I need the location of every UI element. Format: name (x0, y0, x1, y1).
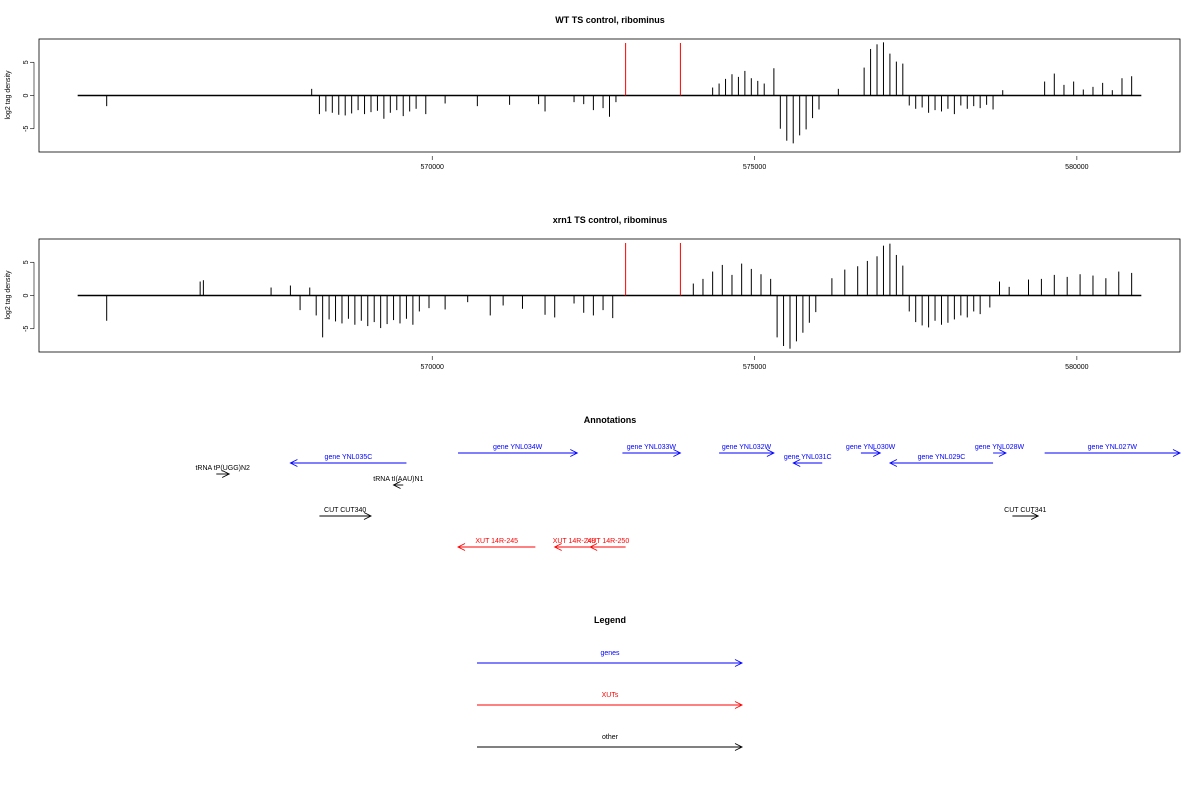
feature-arrow: gene YNL030W (846, 444, 896, 457)
feature-label: gene YNL029C (918, 454, 966, 461)
arrow-head (289, 459, 298, 467)
boundary-markers (625, 243, 681, 296)
feature-arrow: CUT CUT341 (1004, 507, 1047, 520)
arrow-head (570, 449, 579, 457)
coverage-bars (77, 243, 1142, 349)
arrow-head (553, 543, 562, 551)
feature-arrow: XUT 14R-245 (457, 538, 536, 551)
feature-arrow: gene YNL029C (888, 454, 994, 467)
plot-frame (38, 38, 1181, 153)
legend-arrow-head (734, 701, 744, 709)
y-axis: -5 0 5 (23, 260, 35, 332)
feature-label: gene YNL031C (784, 454, 832, 461)
arrow-head (998, 449, 1007, 457)
feature-label: gene YNL035C (325, 454, 373, 461)
arrow-head (792, 459, 801, 467)
legend-label: XUTs (602, 692, 619, 699)
boundary-markers (625, 43, 681, 96)
arrow-head (888, 459, 898, 467)
arrow-head (457, 543, 466, 551)
legend: Legend genes XUTs other (477, 615, 744, 751)
y-axis-label: log2 tag density (5, 270, 12, 320)
feature-arrow: tRNA tP(UGG)N2 (195, 465, 250, 478)
arrow-head (673, 449, 682, 457)
x-axis: 570000 575000 580000 (421, 156, 1089, 171)
feature-label: gene YNL034W (493, 444, 543, 451)
feature-arrow: XUT 14R-248 (553, 538, 596, 551)
xrn1-coverage-panel: xrn1 TS control, ribominus log2 tag dens… (5, 215, 1181, 371)
y-tick-label: 0 (23, 93, 30, 97)
x-tick-label: 580000 (1065, 364, 1088, 371)
feature-label: gene YNL032W (722, 444, 772, 451)
feature-label: CUT CUT340 (324, 507, 366, 514)
arrow-head (221, 470, 231, 478)
x-tick-label: 575000 (743, 364, 766, 371)
y-tick-label: 5 (23, 260, 30, 264)
legend-items: genes XUTs other (477, 650, 744, 751)
feature-label: gene YNL033W (627, 444, 677, 451)
legend-label: other (602, 734, 619, 741)
arrow-head (873, 449, 882, 457)
feature-arrow: gene YNL035C (289, 454, 407, 467)
y-axis-label: log2 tag density (5, 70, 12, 120)
panel-title: xrn1 TS control, ribominus (553, 215, 668, 225)
y-tick-label: -5 (23, 126, 30, 132)
feature-label: XUT 14R-245 (475, 538, 518, 545)
feature-label: tRNA tI(AAU)N1 (373, 476, 423, 483)
legend-item: XUTs (477, 692, 744, 709)
arrow-head (1172, 449, 1182, 457)
feature-arrow: gene YNL027W (1044, 444, 1182, 457)
feature-label: XUT 14R-248 (553, 538, 596, 545)
legend-title: Legend (594, 615, 626, 625)
feature-label: CUT CUT341 (1004, 507, 1046, 514)
legend-arrow-head (734, 743, 744, 751)
coverage-bars (77, 42, 1142, 144)
y-axis: -5 0 5 (23, 60, 35, 132)
feature-arrow: gene YNL031C (784, 454, 832, 467)
legend-item: other (477, 734, 744, 751)
feature-label: tRNA tP(UGG)N2 (195, 465, 250, 472)
feature-arrow: CUT CUT340 (319, 507, 372, 520)
feature-arrow: XUT 14R-250 (587, 538, 630, 551)
y-tick-label: -5 (23, 326, 30, 332)
feature-arrow: gene YNL028W (975, 444, 1025, 457)
arrow-head (1030, 512, 1040, 520)
feature-arrow: gene YNL033W (622, 444, 682, 457)
legend-label: genes (600, 650, 620, 657)
legend-arrow-head (734, 659, 744, 667)
feature-label: gene YNL030W (846, 444, 896, 451)
x-tick-label: 570000 (421, 164, 444, 171)
x-tick-label: 580000 (1065, 164, 1088, 171)
x-axis: 570000 575000 580000 (421, 356, 1089, 371)
y-tick-label: 5 (23, 60, 30, 64)
feature-arrow: gene YNL032W (719, 444, 775, 457)
arrow-head (589, 543, 598, 551)
feature-label: gene YNL027W (1088, 444, 1138, 451)
arrow-head (766, 449, 775, 457)
feature-arrows: tRNA tP(UGG)N2 gene YNL035C tRNA tI(AAU)N1… (195, 444, 1182, 551)
x-tick-label: 570000 (421, 364, 444, 371)
y-tick-label: 0 (23, 293, 30, 297)
feature-arrow: gene YNL034W (458, 444, 579, 457)
annotations-title: Annotations (584, 415, 637, 425)
feature-label: gene YNL028W (975, 444, 1025, 451)
x-tick-label: 575000 (743, 164, 766, 171)
wt-coverage-panel: WT TS control, ribominus log2 tag densit… (5, 15, 1181, 171)
arrow-head (392, 481, 401, 489)
panel-title: WT TS control, ribominus (555, 15, 665, 25)
arrow-head (363, 512, 372, 520)
feature-label: XUT 14R-250 (587, 538, 630, 545)
legend-item: genes (477, 650, 744, 667)
plot-frame (38, 238, 1181, 353)
feature-arrow: tRNA tI(AAU)N1 (373, 476, 424, 489)
